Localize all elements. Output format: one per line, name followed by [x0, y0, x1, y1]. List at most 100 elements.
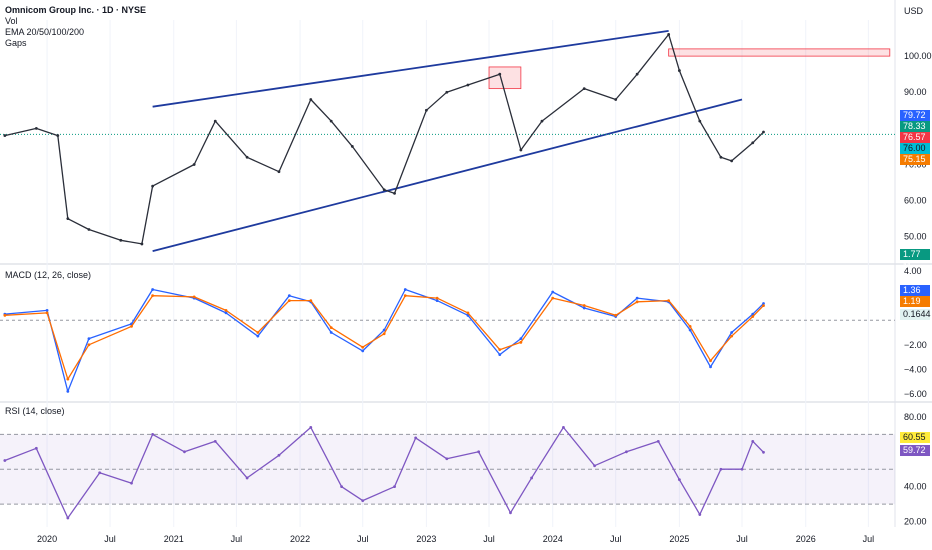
data-point [350, 145, 354, 148]
x-tick-label: Jul [231, 534, 243, 544]
price-badge: 79.72 [900, 110, 930, 121]
data-point [382, 328, 386, 332]
data-point [119, 238, 123, 242]
data-point [519, 148, 523, 152]
indicator-ema[interactable]: EMA 20/50/100/200 [5, 27, 85, 37]
data-point [361, 499, 365, 502]
data-point [582, 306, 586, 310]
series-line-price [4, 33, 764, 245]
data-point [730, 334, 734, 338]
data-point [667, 33, 671, 36]
data-point [192, 163, 196, 166]
indicator-vol[interactable]: Vol [5, 16, 18, 26]
data-point [635, 72, 639, 76]
macd-title[interactable]: MACD (12, 26, close) [5, 270, 92, 280]
gap-zone [488, 66, 522, 90]
data-point [551, 296, 555, 300]
data-point [224, 309, 228, 312]
data-point [277, 453, 281, 457]
price-badge: 76.00 [900, 143, 930, 154]
data-point [751, 315, 755, 318]
data-point [751, 439, 755, 443]
volume-badge: 1.77 M [900, 249, 930, 270]
data-point [256, 331, 260, 334]
annotations [0, 29, 895, 505]
data-point [382, 188, 386, 192]
data-point [551, 290, 555, 294]
data-point [140, 242, 144, 246]
data-point [66, 516, 70, 520]
data-point [635, 296, 639, 300]
data-point [509, 511, 512, 515]
data-point [309, 98, 313, 101]
histogram-badge: 0.1644 [900, 309, 931, 320]
data-point [477, 450, 481, 454]
data-point [698, 513, 702, 516]
x-tick-label: 2026 [796, 534, 816, 544]
y-tick-label: 80.00 [904, 412, 927, 422]
data-point [245, 155, 249, 159]
y-tick-label: −2.00 [904, 340, 927, 350]
data-point [403, 294, 407, 298]
data-point [183, 450, 186, 454]
rsi-title[interactable]: RSI (14, close) [5, 406, 65, 416]
data-point [414, 436, 418, 440]
y-tick-label: −6.00 [904, 389, 927, 399]
price-badge: 76.57 [900, 132, 930, 143]
data-point [709, 359, 712, 363]
data-point [635, 300, 639, 304]
trendline [152, 98, 743, 253]
data-point [582, 87, 586, 91]
y-tick-label: 20.00 [904, 517, 927, 527]
rsi-ma-badge: 60.55 [900, 432, 930, 443]
data-point [393, 485, 396, 489]
data-point [614, 98, 618, 101]
data-point [3, 134, 7, 137]
x-tick-label: 2024 [543, 534, 563, 544]
data-point [130, 481, 133, 485]
data-point [361, 345, 365, 349]
x-tick-label: Jul [863, 534, 875, 544]
data-point [3, 313, 7, 317]
data-point [762, 302, 765, 305]
x-tick-label: Jul [104, 534, 116, 544]
data-point [625, 450, 628, 454]
data-point [66, 390, 70, 393]
grid [0, 0, 932, 527]
data-point [719, 467, 723, 471]
x-tick-label: 2023 [416, 534, 436, 544]
data-point [66, 217, 70, 221]
price-badge: 78.33 [900, 121, 930, 132]
y-tick-label: −4.00 [904, 364, 927, 374]
data-point [361, 349, 365, 353]
gap-zone [668, 48, 891, 57]
data-point [530, 476, 534, 480]
data-point [287, 294, 291, 298]
data-point [329, 119, 333, 123]
data-point [277, 170, 281, 174]
macd-badge: 1.36 [900, 285, 930, 296]
data-point [45, 309, 49, 312]
y-tick-label: 100.00 [904, 51, 932, 61]
data-point [519, 337, 523, 341]
data-point [562, 426, 565, 429]
data-point [740, 467, 744, 471]
data-point [87, 337, 91, 341]
x-tick-label: Jul [610, 534, 622, 544]
data-point [130, 324, 133, 328]
indicator-gaps[interactable]: Gaps [5, 38, 27, 48]
x-tick-label: 2021 [164, 534, 184, 544]
data-point [762, 450, 765, 454]
price-badge: 75.15 [900, 154, 930, 165]
data-point [751, 141, 755, 145]
x-tick-label: Jul [357, 534, 369, 544]
currency-label[interactable]: USD [904, 6, 924, 16]
x-tick-label: 2022 [290, 534, 310, 544]
signal-badge: 1.19 [900, 296, 930, 307]
y-tick-label: 90.00 [904, 87, 927, 97]
data-point [751, 312, 755, 316]
price-legend: Omnicom Group Inc. · 1D · NYSE Vol EMA 2… [5, 5, 146, 49]
data-point [151, 184, 155, 188]
series-line-macd [4, 288, 764, 393]
